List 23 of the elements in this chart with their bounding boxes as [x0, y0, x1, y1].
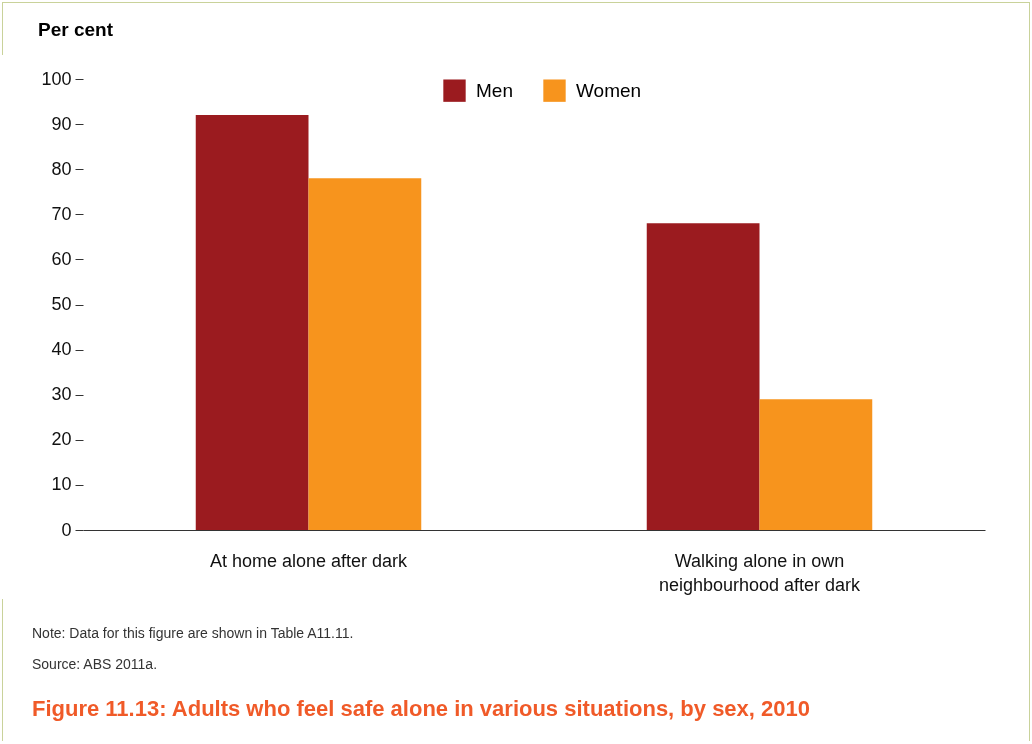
- bar: [759, 399, 873, 530]
- bar: [195, 115, 309, 530]
- x-tick-label: Walking alone in own neighbourhood after dark: [658, 550, 862, 595]
- y-tick-label: 20: [51, 429, 72, 450]
- y-tick-label: 60: [51, 248, 72, 269]
- y-tick-label: 70: [51, 203, 72, 224]
- legend-label: Women: [576, 79, 642, 101]
- y-tick-label: 0: [61, 519, 72, 540]
- legend-label: Men: [476, 79, 513, 101]
- bar: [646, 223, 760, 530]
- y-tick-label: 30: [51, 384, 72, 405]
- y-tick-label: 10: [51, 474, 72, 495]
- y-tick-label: 40: [51, 339, 72, 360]
- y-axis-title: Per cent: [38, 19, 113, 41]
- y-tick-label: 80: [51, 158, 72, 179]
- y-tick-label: 100: [41, 68, 72, 89]
- x-tick-label: At home alone after dark: [209, 550, 409, 571]
- y-tick-label: 50: [51, 294, 72, 314]
- text: Figure 11.13: Adults who feel safe alone in various situations, by sex, 2010: [32, 696, 811, 722]
- bar: [308, 178, 422, 530]
- text: Note: Data for this figure are shown in Table A11.11.: [32, 624, 354, 643]
- y-tick-label: 90: [51, 113, 72, 134]
- source-note: Source: ABS 2011a.: [32, 655, 159, 674]
